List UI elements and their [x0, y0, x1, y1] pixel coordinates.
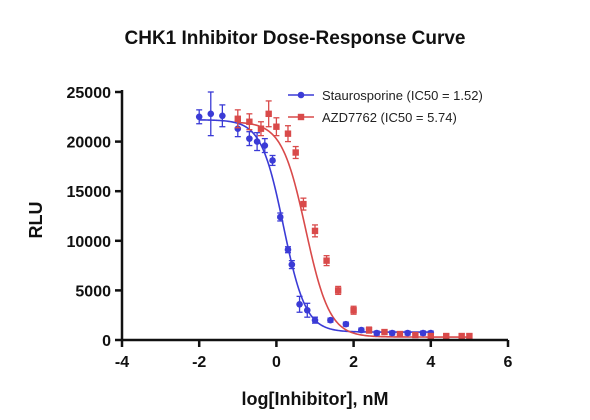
data-point-series-2: [300, 200, 307, 208]
data-point-series-2: [427, 332, 434, 340]
legend-marker-1: [297, 91, 305, 99]
y-tick-label: 5000: [75, 283, 111, 300]
y-tick-label: 0: [102, 333, 111, 350]
data-point-series-1: [388, 329, 396, 337]
data-point-series-2: [365, 326, 373, 334]
x-tick-label: 2: [349, 354, 358, 371]
data-point-series-2: [443, 332, 450, 340]
x-axis-label: log[Inhibitor], nM: [242, 389, 389, 409]
x-tick-label: 6: [504, 354, 513, 371]
data-point-series-1: [276, 213, 284, 221]
data-point-series-1: [373, 329, 381, 337]
x-ticks: -4 -2 0 2 4 6: [115, 340, 513, 371]
data-point-series-1: [284, 246, 292, 254]
x-tick-label: 0: [272, 354, 281, 371]
y-tick-label: 15000: [67, 184, 112, 201]
legend-label-1: Staurosporine (IC50 = 1.52): [322, 88, 483, 103]
legend-label-2: AZD7762 (IC50 = 5.74): [322, 110, 457, 125]
data-point-series-1: [327, 316, 334, 324]
data-point-series-1: [303, 306, 311, 314]
data-point-series-2: [265, 110, 272, 118]
data-point-series-1: [234, 125, 242, 133]
data-point-series-2: [234, 115, 241, 122]
x-tick-label: -2: [192, 354, 206, 371]
data-point-series-2: [458, 332, 465, 340]
fit-curve-2: [237, 121, 470, 338]
data-point-series-1: [261, 142, 269, 149]
legend-marker-2: [297, 113, 305, 121]
chart-title: CHK1 Inhibitor Dose-Response Curve: [124, 28, 466, 49]
data-point-series-1: [207, 110, 215, 118]
y-ticks: 0 5000 10000 15000 20000 25000: [67, 85, 122, 350]
data-point-series-2: [381, 328, 388, 336]
x-tick-label: -4: [115, 354, 129, 371]
data-points: [195, 91, 473, 340]
data-point-series-1: [404, 329, 411, 337]
data-point-series-1: [358, 326, 365, 334]
data-point-series-1: [195, 113, 203, 121]
data-point-series-1: [419, 329, 427, 337]
data-point-series-1: [288, 261, 296, 268]
data-point-series-2: [284, 130, 292, 137]
data-point-series-2: [412, 331, 419, 339]
data-point-series-1: [269, 157, 276, 164]
legend: Staurosporine (IC50 = 1.52) AZD7762 (IC50…: [288, 88, 483, 125]
data-point-series-2: [396, 330, 404, 338]
y-tick-label: 20000: [67, 135, 112, 152]
data-point-series-1: [342, 320, 350, 328]
data-point-series-2: [466, 332, 473, 340]
data-point-series-2: [311, 227, 319, 235]
axes: [120, 90, 508, 342]
y-tick-label: 25000: [67, 85, 112, 102]
y-tick-label: 10000: [67, 234, 112, 251]
data-point-series-2: [292, 149, 299, 156]
data-point-series-2: [246, 118, 253, 125]
data-point-series-1: [311, 316, 319, 324]
fitted-curves: [199, 119, 470, 338]
x-tick-label: 4: [426, 354, 435, 371]
y-axis-label: RLU: [26, 202, 46, 239]
data-point-series-2: [323, 257, 330, 264]
data-point-series-2: [257, 125, 265, 132]
data-point-series-2: [334, 287, 342, 294]
data-point-series-2: [273, 123, 280, 130]
data-point-series-1: [296, 300, 303, 308]
data-point-series-2: [350, 307, 357, 314]
data-point-series-1: [253, 138, 261, 145]
data-point-series-1: [246, 135, 253, 142]
data-point-series-1: [219, 112, 226, 120]
